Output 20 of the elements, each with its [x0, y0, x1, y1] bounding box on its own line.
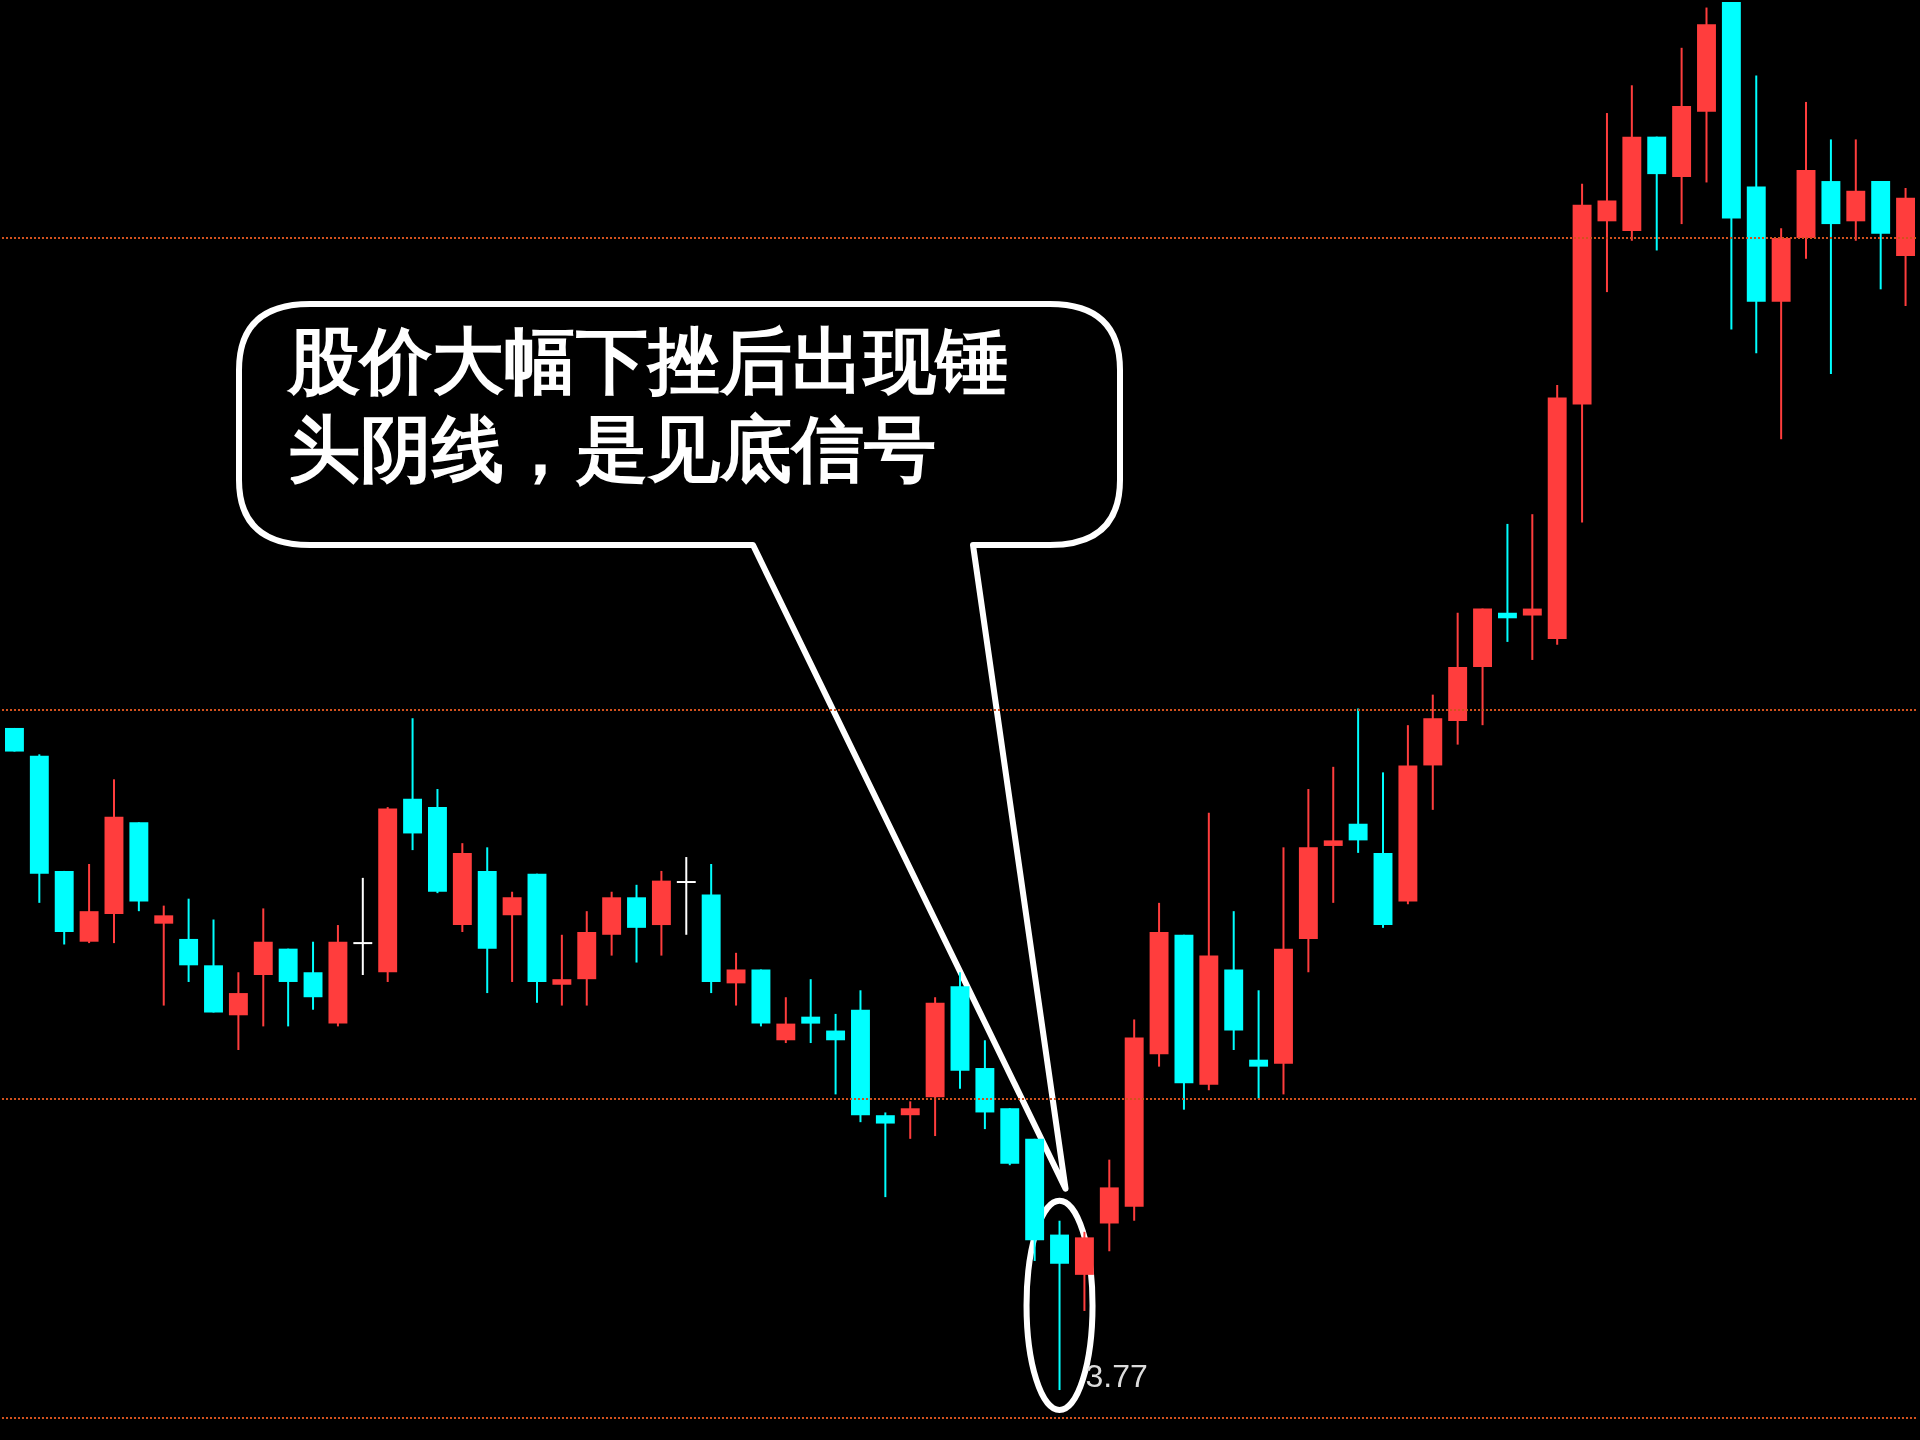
candlestick [502, 890, 522, 983]
candlestick [1323, 765, 1343, 904]
candlestick [552, 933, 572, 1007]
candlestick [801, 978, 821, 1045]
candlestick [726, 951, 746, 1007]
candlestick [353, 876, 373, 977]
candlestick [900, 1100, 920, 1140]
candlestick [154, 904, 174, 1007]
candlestick [1348, 707, 1368, 854]
annotation: 3.77 [1085, 1358, 1148, 1396]
candlestick [1249, 989, 1269, 1100]
candlestick [1522, 513, 1542, 661]
candlestick [1497, 522, 1517, 643]
candlestick [826, 1012, 846, 1096]
candlestick [676, 856, 696, 936]
candlestick [228, 971, 248, 1051]
candlestick [875, 1111, 895, 1199]
annotation: 股价大幅下挫后出现锤头阴线，是见底信号 [288, 321, 1009, 492]
candlestick [776, 996, 796, 1045]
candlestick [1597, 112, 1617, 294]
